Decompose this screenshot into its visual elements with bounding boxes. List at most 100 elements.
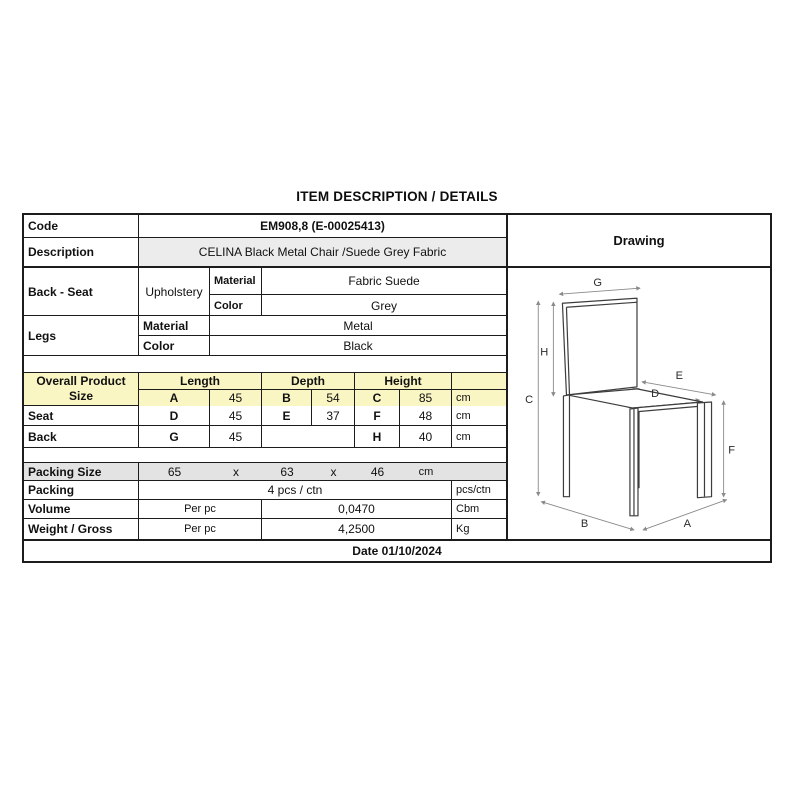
packing-size-unit: cm [418,465,434,478]
depth-header: Depth [262,373,355,389]
back-row: Back G 45 H 40 cm [24,426,506,448]
volume-basis: Per pc [139,500,262,518]
back-label: Back [24,426,139,447]
code-value: EM908,8 (E-00025413) [260,219,385,233]
dim-label-d: D [651,388,659,400]
chair-backrest [561,297,638,396]
seat-label: Seat [24,406,139,425]
dim-key-b: B [262,390,312,406]
dim-label-b: B [581,518,588,530]
dim-key-e: E [262,406,312,425]
dim-label-f: F [728,444,735,456]
weight-unit: Kg [456,523,470,535]
dim-line-e [641,380,717,397]
description-value: CELINA Black Metal Chair /Suede Grey Fab… [139,238,506,266]
seat-unit: cm [456,409,471,422]
dim-key-d: D [139,406,210,425]
overall-size-block: Overall Product Size Length Depth Height… [24,373,509,406]
weight-row: Weight / Gross Per pc 4,2500 Kg [24,519,506,539]
upholstery-label: Upholstery [139,268,210,315]
dim-value-c: 85 [400,390,452,406]
dim-label-a: A [684,518,692,530]
legs-material-row: Material Metal [139,316,506,336]
description-label: Description [24,238,139,266]
dim-value-e: 37 [312,406,355,425]
back-seat-material-row: Material Fabric Suede [210,268,506,295]
legs-color-row: Color Black [139,336,506,356]
dim-value-g: 45 [210,426,262,447]
dim-key-c: C [355,390,400,406]
dim-label-c: C [525,394,533,406]
page-title: ITEM DESCRIPTION / DETAILS [296,189,498,204]
packing-size-sep2: x [330,464,337,479]
legs-material-label: Material [139,316,210,335]
back-seat-material-value: Fabric Suede [348,274,420,288]
packing-size-sep1: x [233,464,239,479]
packing-size-empty [452,463,509,480]
back-seat-color-value: Grey [370,298,397,313]
chair-rear-left-leg [562,394,571,498]
spec-table-left: Code EM908,8 (E-00025413) Description CE… [24,215,509,539]
code-row: Code EM908,8 (E-00025413) [24,215,506,238]
date-row: Date 01/10/2024 [24,539,770,561]
back-seat-color-label: Color [210,295,262,316]
weight-value: 4,2500 [262,519,452,539]
volume-unit: Cbm [456,503,480,515]
legs-color-label: Color [139,336,210,356]
dimension-labels: G H C E D F B A [525,277,735,530]
packing-value: 4 pcs / ctn [139,481,452,499]
packing-size-v1: 65 [167,464,182,479]
date-value: Date 01/10/2024 [352,544,442,558]
weight-label: Weight / Gross [24,519,139,539]
packing-size-row: Packing Size 65 x 63 x 46 cm [24,463,506,481]
dim-label-g: G [593,277,602,289]
dim-value-d: 45 [210,406,262,425]
back-seat-block: Back - Seat Upholstery Material Fabric S… [24,268,506,316]
seat-row: Seat D 45 E 37 F 48 cm [24,406,506,426]
back-seat-color-row: Color Grey [210,295,506,316]
size-header-row: Length Depth Height [139,373,509,390]
packing-size-v2: 63 [280,464,294,479]
dim-label-h: H [540,347,548,359]
overall-values-row: A 45 B 54 C 85 cm [139,390,509,406]
volume-value: 0,0470 [262,500,452,518]
dim-key-h: H [355,426,400,447]
packing-label: Packing [24,481,139,499]
packing-unit: pcs/ctn [456,484,491,496]
packing-size-label: Packing Size [24,463,139,480]
dim-value-a: 45 [210,390,262,406]
dim-value-b: 54 [312,390,355,406]
legs-color-value: Black [343,339,373,353]
back-seat-label: Back - Seat [24,268,139,315]
dim-value-f: 48 [400,406,452,425]
dim-line-b [540,500,635,532]
overall-size-label: Overall Product Size [24,373,139,405]
drawing-area: G H C E D F B A [508,268,770,539]
weight-basis: Per pc [139,519,262,539]
code-label: Code [24,215,139,237]
height-header: Height [355,373,452,389]
legs-label: Legs [24,316,139,355]
description-row: Description CELINA Black Metal Chair /Su… [24,238,506,268]
legs-material-value: Metal [343,318,373,333]
packing-row: Packing 4 pcs / ctn pcs/ctn [24,481,506,500]
dim-line-a [642,498,728,531]
chair-outline [561,297,713,517]
dim-label-e: E [676,370,683,382]
dim-line-g [558,286,641,297]
overall-size-label-line2: Size [68,389,93,403]
spacer-row [24,356,506,373]
overall-unit: cm [452,390,509,406]
drawing-header: Drawing [508,215,770,268]
size-header-unit-cell [452,373,509,389]
overall-size-label-line1: Overall Product [36,374,126,388]
back-unit: cm [456,430,471,443]
packing-size-v3: 46 [370,464,385,479]
legs-block: Legs Material Metal Color Black [24,316,506,356]
drawing-column: Drawing [506,215,770,539]
dim-key-a: A [139,390,210,406]
dim-key-g: G [139,426,210,447]
back-seat-material-label: Material [210,268,262,294]
volume-label: Volume [24,500,139,518]
